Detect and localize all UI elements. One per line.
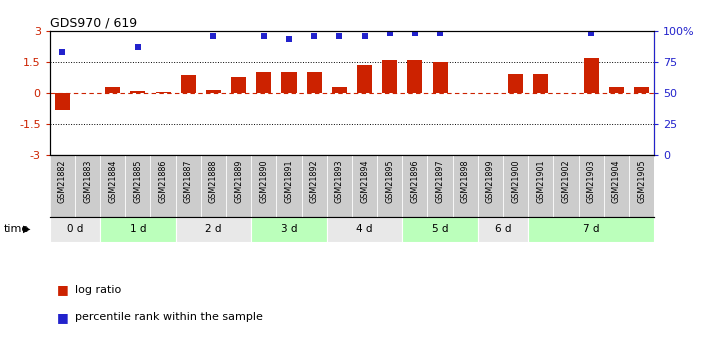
Bar: [156, 92, 171, 93]
Text: GSM21890: GSM21890: [260, 160, 268, 203]
Text: ■: ■: [57, 283, 69, 296]
Bar: [256, 72, 272, 93]
Text: GSM21893: GSM21893: [335, 160, 344, 203]
Bar: [332, 87, 347, 93]
Text: 5 d: 5 d: [432, 224, 449, 234]
Bar: [176, 217, 251, 241]
Text: GSM21883: GSM21883: [83, 160, 92, 203]
Text: 0 d: 0 d: [67, 224, 83, 234]
Text: log ratio: log ratio: [75, 285, 121, 295]
Bar: [181, 76, 196, 93]
Bar: [251, 217, 327, 241]
Text: 3 d: 3 d: [281, 224, 297, 234]
Text: GSM21884: GSM21884: [108, 160, 117, 203]
Bar: [478, 217, 528, 241]
Bar: [357, 65, 372, 93]
Bar: [327, 217, 402, 241]
Text: GSM21889: GSM21889: [234, 160, 243, 203]
Bar: [55, 93, 70, 110]
Text: GSM21888: GSM21888: [209, 160, 218, 203]
Bar: [508, 75, 523, 93]
Bar: [50, 217, 100, 241]
Text: percentile rank within the sample: percentile rank within the sample: [75, 313, 262, 322]
Bar: [584, 58, 599, 93]
Text: GSM21887: GSM21887: [183, 160, 193, 203]
Text: GSM21892: GSM21892: [310, 160, 319, 204]
Text: 7 d: 7 d: [583, 224, 599, 234]
Text: GSM21895: GSM21895: [385, 160, 394, 204]
Text: ■: ■: [57, 311, 69, 324]
Bar: [105, 87, 120, 93]
Text: GSM21904: GSM21904: [612, 160, 621, 203]
Text: time: time: [4, 224, 29, 234]
Text: GSM21891: GSM21891: [284, 160, 294, 203]
Text: GSM21903: GSM21903: [587, 160, 596, 203]
Bar: [306, 72, 321, 93]
Bar: [383, 60, 397, 93]
Bar: [533, 75, 548, 93]
Text: GSM21897: GSM21897: [436, 160, 444, 204]
Text: ▶: ▶: [23, 224, 31, 234]
Text: GSM21901: GSM21901: [536, 160, 545, 203]
Bar: [100, 217, 176, 241]
Bar: [609, 87, 624, 93]
Text: GSM21894: GSM21894: [360, 160, 369, 203]
Text: GDS970 / 619: GDS970 / 619: [50, 17, 137, 30]
Text: 2 d: 2 d: [205, 224, 222, 234]
Bar: [407, 60, 422, 93]
Bar: [206, 90, 221, 93]
Text: GSM21886: GSM21886: [159, 160, 168, 203]
Bar: [402, 217, 478, 241]
Bar: [634, 87, 649, 93]
Text: GSM21898: GSM21898: [461, 160, 470, 203]
Text: GSM21896: GSM21896: [410, 160, 419, 203]
Text: GSM21902: GSM21902: [562, 160, 570, 204]
Text: GSM21900: GSM21900: [511, 160, 520, 203]
Bar: [432, 62, 448, 93]
Text: GSM21899: GSM21899: [486, 160, 495, 204]
Text: 1 d: 1 d: [129, 224, 146, 234]
Text: 6 d: 6 d: [495, 224, 511, 234]
Text: GSM21905: GSM21905: [637, 160, 646, 204]
Text: 4 d: 4 d: [356, 224, 373, 234]
Text: GSM21885: GSM21885: [134, 160, 142, 203]
Bar: [528, 217, 654, 241]
Bar: [282, 72, 296, 93]
Text: GSM21882: GSM21882: [58, 160, 67, 203]
Bar: [130, 91, 146, 93]
Bar: [231, 78, 246, 93]
